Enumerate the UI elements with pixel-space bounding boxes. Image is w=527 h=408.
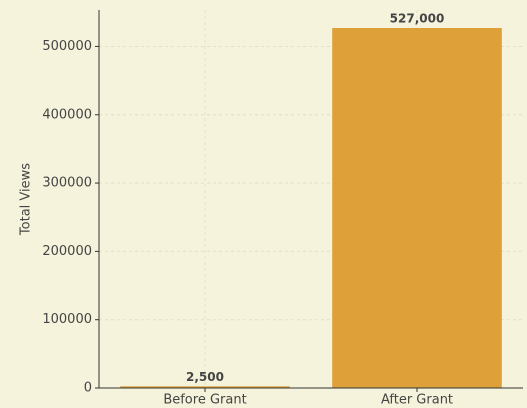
x-tick-label: Before Grant (163, 393, 246, 408)
y-tick-label: 0 (84, 381, 92, 396)
y-tick-label: 400000 (42, 107, 92, 122)
y-tick-label: 500000 (42, 39, 92, 54)
y-tick-label: 100000 (42, 312, 92, 327)
x-tick-label: After Grant (381, 393, 453, 408)
data-label: 527,000 (390, 12, 445, 26)
bar (120, 386, 290, 388)
y-axis-label: Total Views (19, 163, 34, 236)
bar (332, 28, 502, 388)
y-tick-label: 200000 (42, 244, 92, 259)
y-tick-label: 300000 (42, 176, 92, 191)
data-label: 2,500 (186, 370, 224, 384)
